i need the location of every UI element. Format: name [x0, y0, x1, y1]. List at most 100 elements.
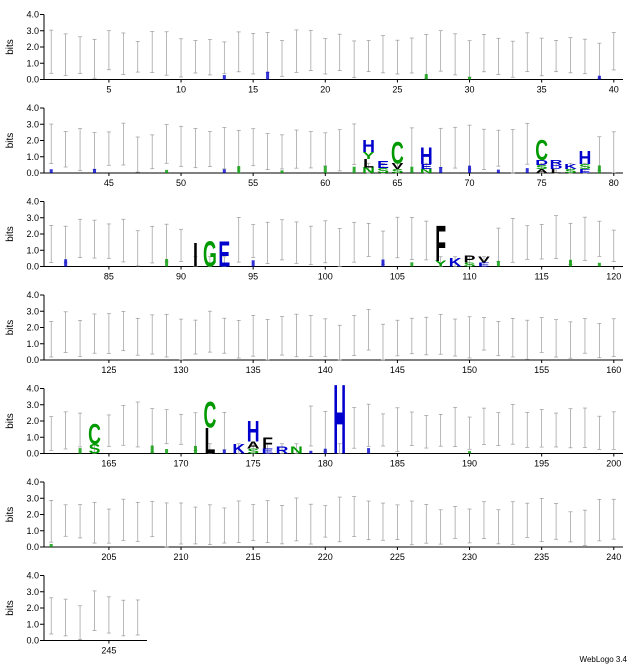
error-bar	[121, 599, 126, 637]
y-tick-label: 1.0	[26, 245, 39, 255]
error-bar	[78, 36, 83, 74]
error-bar	[49, 416, 54, 451]
error-bar	[337, 496, 342, 543]
error-bar	[63, 131, 68, 168]
logo-letter-k: K	[564, 163, 577, 171]
error-bar	[135, 318, 140, 356]
logo-letter-s: S	[247, 447, 259, 455]
x-tick-label: 190	[462, 459, 477, 469]
error-bar	[92, 132, 97, 170]
error-bar	[193, 40, 198, 74]
x-tick-label: 20	[320, 85, 330, 95]
logo-letter-v: V	[391, 162, 404, 171]
small-stack	[597, 75, 601, 80]
logo-letter-s: S	[579, 163, 591, 171]
error-bar	[395, 319, 400, 357]
logo-letter-k: K	[232, 442, 245, 457]
error-bar	[106, 508, 111, 544]
error-bar	[510, 40, 515, 78]
error-bar	[49, 123, 54, 164]
error-bar	[366, 40, 371, 72]
error-bar	[496, 320, 501, 357]
error-bar	[49, 321, 54, 358]
small-stack	[424, 74, 428, 80]
y-tick-label: 0.0	[26, 542, 39, 552]
error-bar	[150, 134, 155, 170]
logo-letter-y: Y	[363, 151, 375, 162]
x-tick-label: 215	[246, 552, 261, 562]
logo-letter-c: C	[203, 396, 216, 437]
x-tick-label: 140	[318, 365, 333, 375]
error-bar	[164, 124, 169, 164]
error-bar	[554, 39, 559, 73]
logo-letter-n: N	[290, 445, 303, 456]
logo-letter-s: S	[536, 164, 548, 171]
x-tick-label: 160	[606, 365, 621, 375]
x-tick-label: 30	[465, 85, 475, 95]
error-bar	[265, 319, 270, 361]
error-bar	[525, 502, 530, 538]
error-bar	[179, 413, 184, 445]
error-bar	[308, 405, 313, 447]
error-bar	[92, 501, 97, 544]
error-bar	[467, 416, 472, 450]
logo-letter-r: R	[276, 445, 289, 456]
error-bar	[135, 230, 140, 267]
error-bar	[236, 31, 241, 73]
error-bar	[424, 220, 429, 261]
small-stack	[49, 543, 53, 547]
error-bar	[366, 500, 371, 541]
error-bar	[453, 406, 458, 447]
x-tick-label: 65	[392, 178, 402, 188]
x-tick-label: 15	[248, 85, 258, 95]
error-bar	[481, 407, 486, 445]
y-tick-label: 0.0	[26, 168, 39, 178]
logo-letter-s: S	[89, 442, 101, 457]
error-bar	[554, 412, 559, 448]
small-stack	[468, 165, 472, 173]
logo-letter-c: C	[391, 136, 404, 170]
error-bar	[294, 29, 299, 73]
error-bar	[49, 597, 54, 635]
error-bar	[424, 504, 429, 544]
error-bar	[380, 230, 385, 265]
logo-letter-g: G	[203, 234, 217, 275]
error-bar	[366, 223, 371, 257]
y-tick-label: 1.0	[26, 432, 39, 442]
y-axis-label: bits	[5, 507, 16, 523]
error-bar	[308, 315, 313, 357]
y-axis-label: bits	[5, 320, 16, 336]
small-stack	[92, 168, 96, 173]
small-stack	[597, 165, 601, 173]
error-bar	[63, 598, 68, 637]
error-bar	[121, 32, 126, 75]
error-bar	[308, 29, 313, 72]
error-bar	[352, 315, 357, 356]
error-bar	[438, 509, 443, 545]
small-stack	[597, 262, 601, 267]
y-tick-label: 1.0	[26, 526, 39, 536]
error-bar	[280, 134, 285, 170]
error-bar	[92, 313, 97, 354]
error-bar	[236, 500, 241, 543]
error-bar	[380, 502, 385, 541]
x-tick-label: 10	[176, 85, 186, 95]
error-bar	[121, 218, 126, 263]
error-bar	[106, 223, 111, 259]
error-bar	[308, 225, 313, 265]
error-bar	[395, 39, 400, 75]
x-tick-label: 245	[101, 646, 116, 656]
error-bar	[207, 443, 212, 454]
error-bar	[424, 34, 429, 79]
error-bar	[481, 501, 486, 540]
error-bar	[193, 319, 198, 355]
error-bar	[568, 408, 573, 449]
logo-letter-s: S	[391, 168, 403, 175]
error-bar	[380, 162, 385, 174]
logo-letter-v: V	[478, 255, 491, 264]
error-bar	[611, 318, 616, 357]
error-bar	[510, 218, 515, 263]
error-bar	[106, 30, 111, 71]
small-stack	[323, 448, 327, 454]
x-tick-label: 155	[534, 365, 549, 375]
